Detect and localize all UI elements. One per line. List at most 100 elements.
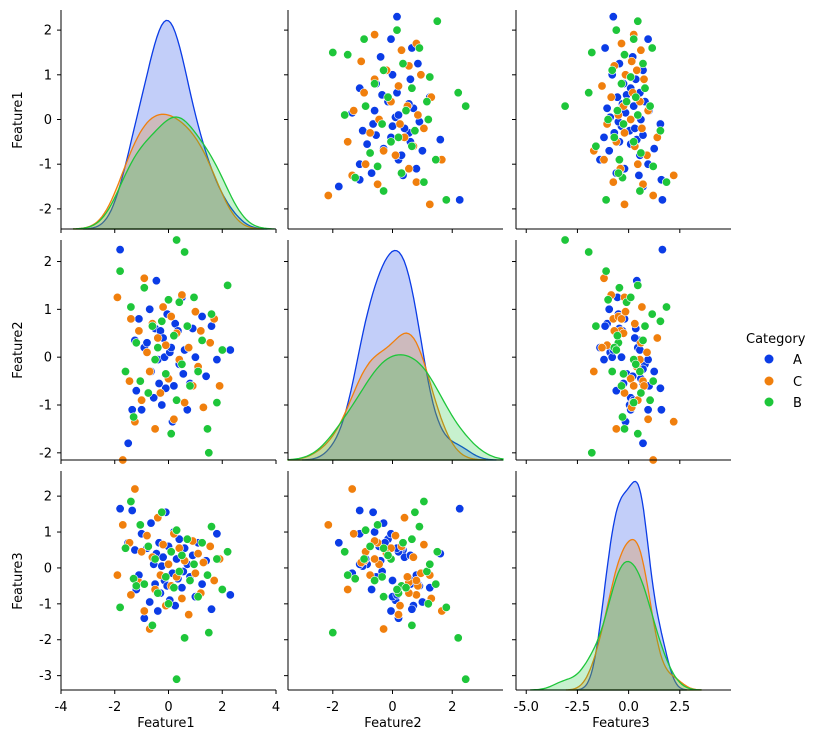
- point-b-31: [172, 235, 182, 245]
- x-title-feature2: Feature2: [364, 716, 421, 731]
- point-a-43: [608, 12, 618, 22]
- y-tick-label: 0: [44, 561, 52, 576]
- point-b-24: [197, 335, 207, 345]
- point-b-12: [377, 119, 387, 129]
- point-b-31: [560, 235, 570, 245]
- x-tick-label: -5.0: [514, 700, 539, 715]
- point-b-8: [591, 321, 601, 331]
- point-b-16: [361, 525, 371, 535]
- point-b-0: [601, 195, 611, 205]
- point-a-20: [655, 383, 665, 393]
- legend-entry-a: A: [764, 353, 802, 368]
- point-a-3: [634, 170, 644, 180]
- point-c-1: [323, 520, 333, 530]
- point-b-1: [121, 543, 131, 553]
- point-b-5: [373, 161, 383, 171]
- point-c-16: [626, 115, 636, 125]
- point-a-1: [334, 538, 344, 548]
- point-b-29: [633, 16, 643, 26]
- point-a-41: [207, 604, 217, 614]
- y-tick-label: 2: [44, 490, 52, 505]
- point-b-3: [350, 173, 360, 183]
- point-b-18: [177, 550, 187, 560]
- point-c-15: [161, 340, 171, 350]
- point-b-27: [212, 398, 222, 408]
- point-a-2: [355, 505, 365, 515]
- point-c-18: [349, 529, 359, 539]
- point-b-1: [379, 543, 389, 553]
- point-b-29: [633, 280, 643, 290]
- kde-c-feature2: [287, 332, 486, 461]
- point-c-25: [416, 70, 426, 80]
- point-c-7: [599, 155, 609, 165]
- point-b-3: [129, 412, 139, 422]
- panel-feature1-vs-feature1: -2 -1 0 1 2: [39, 10, 277, 233]
- point-c-14: [419, 540, 429, 550]
- point-b-7: [143, 541, 153, 551]
- point-a-24: [393, 110, 403, 120]
- point-b-10: [153, 588, 163, 598]
- point-b-21: [185, 575, 195, 585]
- point-a-43: [225, 345, 235, 355]
- y-title-feature2: Feature2: [11, 321, 26, 378]
- point-c-24: [639, 74, 649, 84]
- point-b-11: [655, 126, 665, 136]
- point-b-12: [161, 572, 171, 582]
- point-b-5: [648, 376, 658, 386]
- point-b-30: [328, 628, 338, 638]
- point-b-0: [115, 602, 125, 612]
- point-c-12: [652, 333, 662, 343]
- point-c-29: [396, 45, 406, 55]
- point-b-26: [207, 309, 217, 319]
- point-b-0: [441, 195, 451, 205]
- point-c-14: [637, 302, 647, 312]
- point-b-4: [613, 168, 623, 178]
- point-b-0: [115, 266, 125, 276]
- point-b-27: [359, 34, 369, 44]
- point-b-16: [645, 395, 655, 405]
- point-b-20: [640, 83, 650, 93]
- point-c-31: [215, 381, 225, 391]
- point-b-9: [150, 554, 160, 564]
- point-c-23: [597, 343, 607, 353]
- point-b-6: [431, 155, 441, 165]
- point-a-43: [225, 590, 235, 600]
- point-b-16: [361, 101, 371, 111]
- point-c-10: [630, 319, 640, 329]
- point-c-17: [166, 311, 176, 321]
- y-title-feature1: Feature1: [11, 91, 26, 148]
- point-c-7: [139, 273, 149, 283]
- point-a-2: [656, 405, 666, 415]
- point-b-21: [616, 381, 626, 391]
- point-c-13: [619, 128, 629, 138]
- point-b-6: [614, 155, 624, 165]
- point-b-13: [164, 599, 174, 609]
- point-c-1: [648, 191, 658, 201]
- point-b-25: [619, 50, 629, 60]
- point-b-18: [631, 359, 641, 369]
- point-b-27: [359, 554, 369, 564]
- point-c-25: [190, 568, 200, 578]
- y-axis-titles: Feature1 Feature2 Feature3: [11, 91, 26, 609]
- point-b-26: [647, 309, 657, 319]
- point-b-8: [147, 321, 157, 331]
- point-b-2: [126, 302, 136, 312]
- point-c-27: [196, 326, 206, 336]
- point-c-23: [184, 343, 194, 353]
- point-b-23: [379, 65, 389, 75]
- point-b-16: [172, 525, 182, 535]
- point-a-42: [212, 529, 222, 539]
- point-c-11: [343, 584, 353, 594]
- point-c-8: [390, 531, 400, 541]
- point-b-27: [629, 34, 639, 44]
- legend-entry-c: C: [764, 375, 802, 390]
- y-tick-label: 2: [44, 255, 52, 270]
- point-c-19: [402, 572, 412, 582]
- point-c-30: [209, 575, 219, 585]
- point-b-23: [193, 592, 203, 602]
- point-b-9: [629, 137, 639, 147]
- point-a-26: [169, 381, 179, 391]
- point-b-17: [174, 566, 184, 576]
- point-c-9: [379, 624, 389, 634]
- point-b-29: [223, 280, 233, 290]
